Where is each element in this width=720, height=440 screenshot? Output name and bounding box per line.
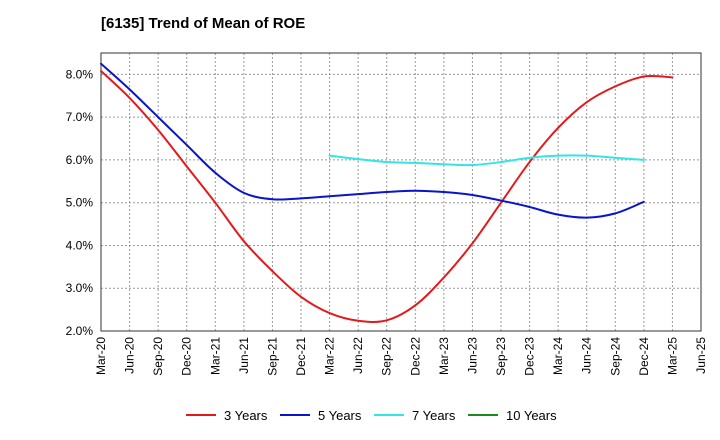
x-tick-label: Sep-23 <box>494 337 508 376</box>
legend: 3 Years 5 Years 7 Years 10 Years <box>186 408 557 423</box>
y-tick-label: 4.0% <box>66 238 94 252</box>
x-tick-label: Sep-22 <box>380 337 394 376</box>
x-tick-label: Mar-21 <box>208 337 222 375</box>
x-tick-label: Jun-23 <box>465 337 479 374</box>
x-tick-label: Dec-24 <box>637 337 651 376</box>
x-tick-label: Mar-24 <box>551 337 565 375</box>
x-tick-label: Dec-23 <box>523 337 537 376</box>
x-tick-label: Jun-25 <box>694 337 708 374</box>
x-tick-label: Mar-25 <box>665 337 679 375</box>
x-tick-label: Dec-22 <box>408 337 422 376</box>
y-tick-label: 6.0% <box>66 153 94 167</box>
x-tick-label: Sep-24 <box>608 337 622 376</box>
x-tick-label: Jun-20 <box>123 337 137 374</box>
legend-label-10-years: 10 Years <box>506 408 557 423</box>
legend-label-7-years: 7 Years <box>412 408 456 423</box>
x-tick-label: Mar-20 <box>94 337 108 375</box>
series-line-7-years <box>328 154 645 167</box>
y-tick-label: 3.0% <box>66 281 94 295</box>
axes: 2.0% 3.0% 4.0% 5.0% 6.0% 7.0% 8.0% Mar-20 Jun-20… <box>66 52 708 376</box>
legend-label-3-years: 3 Years <box>224 408 268 423</box>
x-tick-label: Jun-24 <box>580 337 594 374</box>
x-tick-label: Dec-21 <box>294 337 308 376</box>
x-tick-label: Dec-20 <box>180 337 194 376</box>
y-tick-label: 5.0% <box>66 196 94 210</box>
x-tick-label: Mar-23 <box>437 337 451 375</box>
x-tick-label: Sep-20 <box>151 337 165 376</box>
y-tick-label: 2.0% <box>66 324 94 338</box>
plot-border <box>100 52 702 332</box>
series-lines <box>100 62 674 323</box>
series-line-5-years <box>100 62 645 219</box>
x-tick-label: Jun-21 <box>237 337 251 374</box>
x-tick-label: Jun-22 <box>351 337 365 374</box>
chart-title: [6135] Trend of Mean of ROE <box>101 15 305 32</box>
series-line-3-years <box>100 69 674 323</box>
y-tick-label: 8.0% <box>66 67 94 81</box>
x-tick-label: Mar-22 <box>323 337 337 375</box>
legend-label-5-years: 5 Years <box>318 408 362 423</box>
y-tick-label: 7.0% <box>66 110 94 124</box>
x-tick-label: Sep-21 <box>265 337 279 376</box>
